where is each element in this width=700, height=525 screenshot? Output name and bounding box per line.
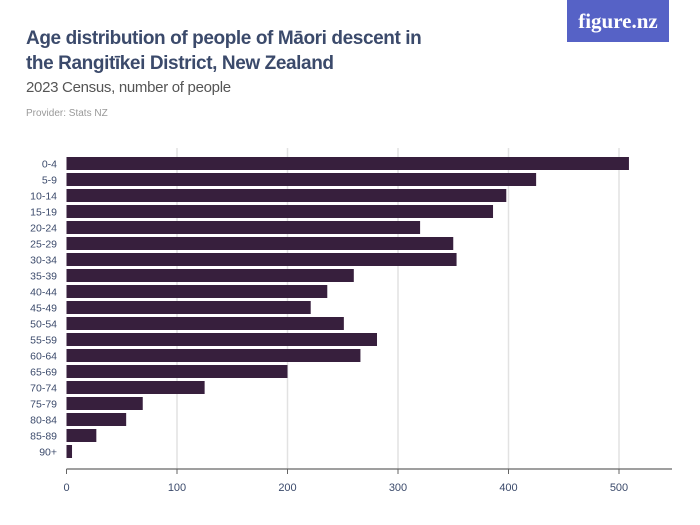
category-label: 85-89 bbox=[30, 431, 57, 443]
figure-nz-logo[interactable]: figure.nz bbox=[567, 0, 669, 42]
category-label: 5-9 bbox=[42, 175, 57, 187]
bar-85-89 bbox=[66, 429, 97, 442]
bar-0-4 bbox=[66, 157, 629, 170]
category-label: 80-84 bbox=[30, 415, 57, 427]
chart-title: Age distribution of people of Māori desc… bbox=[26, 28, 422, 74]
x-tick-label: 100 bbox=[168, 482, 186, 494]
category-label: 65-69 bbox=[30, 367, 57, 379]
x-tick-label: 300 bbox=[389, 482, 407, 494]
provider-label: Provider: Stats NZ bbox=[26, 108, 108, 119]
bar-60-64 bbox=[66, 349, 361, 362]
category-label: 35-39 bbox=[30, 271, 57, 283]
x-tick-label: 500 bbox=[610, 482, 628, 494]
category-label: 10-14 bbox=[30, 191, 57, 203]
bar-30-34 bbox=[66, 253, 457, 266]
category-label: 75-79 bbox=[30, 399, 57, 411]
category-label: 60-64 bbox=[30, 351, 57, 363]
bar-45-49 bbox=[66, 301, 311, 314]
category-label: 20-24 bbox=[30, 223, 57, 235]
bar-75-79 bbox=[66, 397, 143, 410]
category-label: 45-49 bbox=[30, 303, 57, 315]
bar-70-74 bbox=[66, 381, 205, 394]
bar-55-59 bbox=[66, 333, 378, 346]
category-label: 15-19 bbox=[30, 207, 57, 219]
category-label: 40-44 bbox=[30, 287, 57, 299]
bar-20-24 bbox=[66, 221, 421, 234]
category-label: 25-29 bbox=[30, 239, 57, 251]
category-label: 55-59 bbox=[30, 335, 57, 347]
bar-35-39 bbox=[66, 269, 354, 282]
category-label: 90+ bbox=[39, 447, 57, 459]
bar-65-69 bbox=[66, 365, 288, 378]
bar-5-9 bbox=[66, 173, 537, 186]
x-tick-label: 0 bbox=[63, 482, 69, 494]
bar-25-29 bbox=[66, 237, 454, 250]
bar-10-14 bbox=[66, 189, 507, 202]
category-label: 30-34 bbox=[30, 255, 57, 267]
logo-text: figure.nz bbox=[578, 8, 658, 33]
bar-80-84 bbox=[66, 413, 127, 426]
bar-15-19 bbox=[66, 205, 494, 218]
bar-50-54 bbox=[66, 317, 344, 330]
category-label: 70-74 bbox=[30, 383, 57, 395]
category-label: 0-4 bbox=[42, 159, 57, 171]
bar-90+ bbox=[66, 445, 73, 458]
chart-subtitle: 2023 Census, number of people bbox=[26, 79, 231, 96]
category-label: 50-54 bbox=[30, 319, 57, 331]
x-tick-label: 400 bbox=[499, 482, 517, 494]
x-tick-label: 200 bbox=[278, 482, 296, 494]
bar-40-44 bbox=[66, 285, 328, 298]
